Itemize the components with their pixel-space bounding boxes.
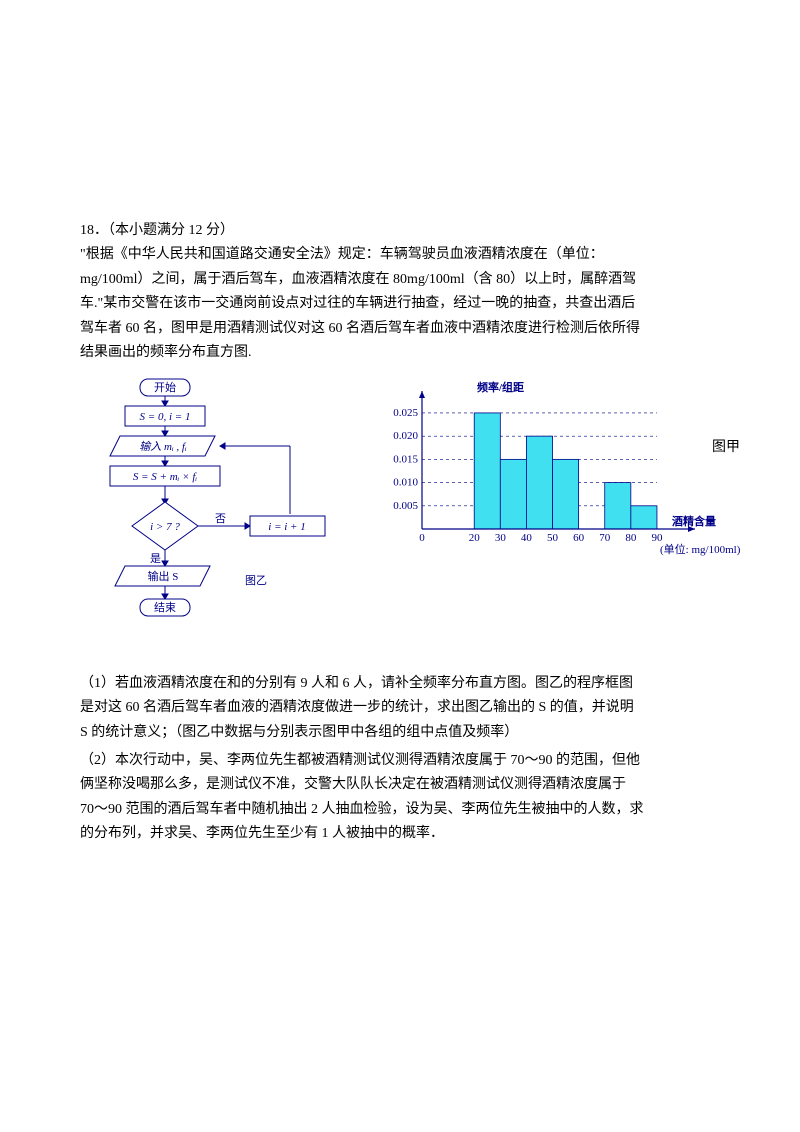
flow-cond-text: i > 7 ? bbox=[150, 521, 180, 533]
svg-text:0.025: 0.025 bbox=[393, 407, 418, 419]
page: 18．（本小题满分 12 分） "根据《中华人民共和国道路交通安全法》规定：车辆… bbox=[0, 0, 800, 887]
flow-no-label: 否 bbox=[215, 513, 226, 525]
flowchart-caption: 图乙 bbox=[245, 574, 267, 587]
svg-text:0.010: 0.010 bbox=[393, 477, 418, 489]
flow-output-text: 输出 S bbox=[148, 569, 179, 583]
q2-l4: 的分布列，并求吴、李两位先生至少有 1 人被抽中的概率． bbox=[80, 823, 720, 845]
q2-l2: 俩坚称没喝那么多，是测试仪不准，交警大队队长决定在被酒精测试仪测得酒精浓度属于 bbox=[80, 774, 720, 796]
flowchart: 开始 S = 0, i = 1 输入 mᵢ , fᵢ S = S + mᵢ × … bbox=[80, 374, 360, 662]
svg-text:酒精含量: 酒精含量 bbox=[672, 514, 716, 528]
svg-text:40: 40 bbox=[521, 532, 533, 544]
problem-line2: mg/100ml）之间，属于酒后驾车，血液酒精浓度在 80mg/100ml（含 … bbox=[80, 269, 720, 291]
q2-l3: 70～90 范围的酒后驾车者中随机抽出 2 人抽血检验，设为吴、李两位先生被抽中… bbox=[80, 799, 720, 821]
flowchart-svg: 开始 S = 0, i = 1 输入 mᵢ , fᵢ S = S + mᵢ × … bbox=[80, 374, 360, 654]
flow-inc-text: i = i + 1 bbox=[268, 521, 305, 533]
svg-text:0.005: 0.005 bbox=[393, 500, 418, 512]
q1-l1: （1）若血液酒精浓度在和的分别有 9 人和 6 人，请补全频率分布直方图。图乙的… bbox=[80, 673, 720, 695]
q1-l3: S 的统计意义；（图乙中数据与分别表示图甲中各组的组中点值及频率） bbox=[80, 722, 720, 744]
flow-end-text: 结束 bbox=[154, 601, 176, 614]
svg-text:30: 30 bbox=[495, 532, 507, 544]
svg-text:频率/组距: 频率/组距 bbox=[477, 380, 524, 394]
flow-init-text: S = 0, i = 1 bbox=[140, 411, 191, 423]
histogram: 频率/组距 0.005 0.010 0.015 0.020 0.025 0 20 30 40 50 6… bbox=[380, 379, 700, 567]
svg-text:0.015: 0.015 bbox=[393, 454, 418, 466]
histogram-caption: 图甲 bbox=[712, 437, 740, 459]
problem-line1: "根据《中华人民共和国道路交通安全法》规定：车辆驾驶员血液酒精浓度在（单位： bbox=[80, 244, 720, 266]
svg-text:70: 70 bbox=[599, 532, 611, 544]
flow-start-text: 开始 bbox=[154, 380, 176, 394]
svg-text:0.020: 0.020 bbox=[393, 430, 418, 442]
svg-text:0: 0 bbox=[419, 532, 425, 544]
flow-yes-label: 是 bbox=[150, 552, 161, 565]
flow-input-text: 输入 mᵢ , fᵢ bbox=[139, 440, 187, 453]
svg-text:20: 20 bbox=[469, 532, 481, 544]
question-1: （1）若血液酒精浓度在和的分别有 9 人和 6 人，请补全频率分布直方图。图乙的… bbox=[80, 673, 720, 744]
flow-calc-text: S = S + mᵢ × fᵢ bbox=[133, 471, 198, 483]
svg-text:50: 50 bbox=[547, 532, 559, 544]
svg-text:90: 90 bbox=[651, 532, 663, 544]
q2-l1: （2）本次行动中，吴、李两位先生都被酒精测试仪测得酒精浓度属于 70～90 的范… bbox=[80, 750, 720, 772]
problem-line3: 车."某市交警在该市一交通岗前设点对过往的车辆进行抽查，经过一晚的抽查，共查出酒… bbox=[80, 293, 720, 315]
svg-text:80: 80 bbox=[625, 532, 637, 544]
problem-number: 18．（本小题满分 12 分） bbox=[80, 220, 720, 242]
problem-line4: 驾车者 60 名，图甲是用酒精测试仪对这 60 名酒后驾车者血液中酒精浓度进行检… bbox=[80, 318, 720, 340]
svg-text:(单位: mg/100ml): (单位: mg/100ml) bbox=[660, 542, 740, 556]
q1-l2: 是对这 60 名酒后驾车者血液的酒精浓度做进一步的统计，求出图乙输出的 S 的值… bbox=[80, 697, 720, 719]
question-2: （2）本次行动中，吴、李两位先生都被酒精测试仪测得酒精浓度属于 70～90 的范… bbox=[80, 750, 720, 846]
svg-text:60: 60 bbox=[573, 532, 585, 544]
figures-row: 开始 S = 0, i = 1 输入 mᵢ , fᵢ S = S + mᵢ × … bbox=[80, 374, 720, 662]
problem-line5: 结果画出的频率分布直方图. bbox=[80, 342, 720, 364]
histogram-svg: 频率/组距 0.005 0.010 0.015 0.020 0.025 0 20 30 40 50 6… bbox=[380, 379, 740, 559]
